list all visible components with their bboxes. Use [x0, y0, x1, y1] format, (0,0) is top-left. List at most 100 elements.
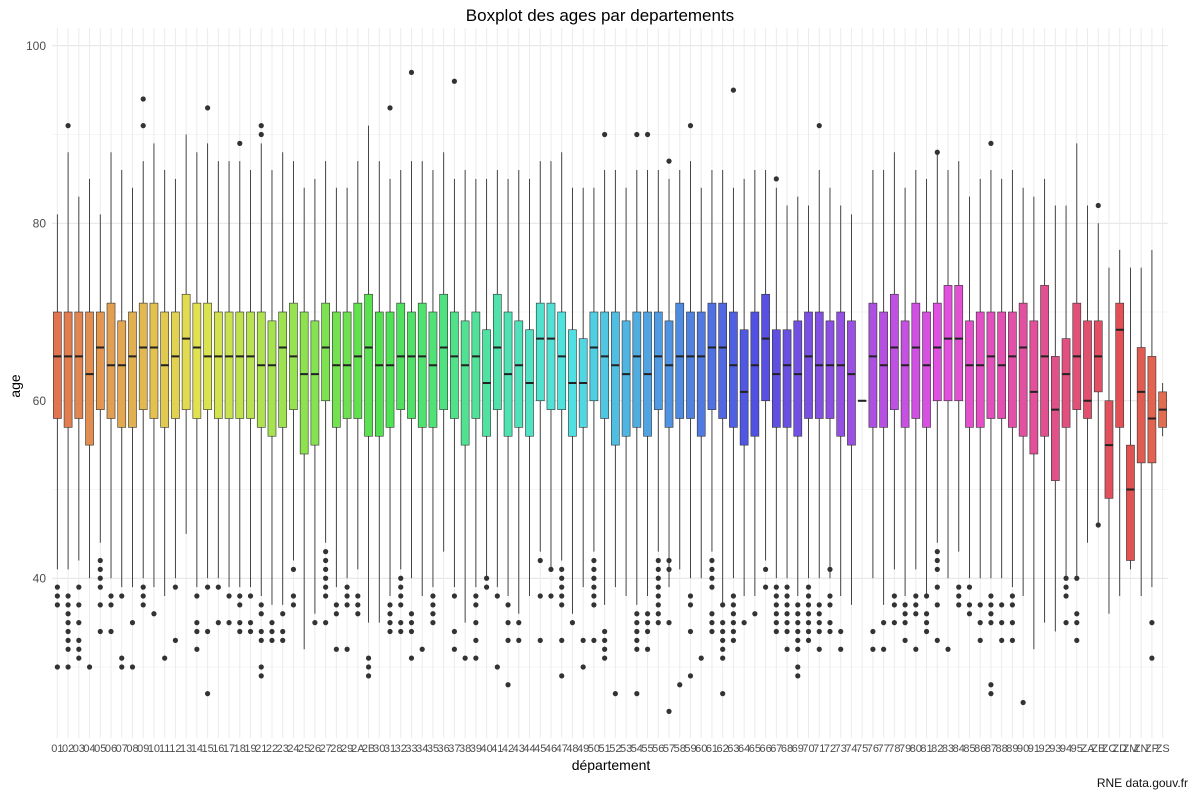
outlier-point: [999, 602, 1005, 608]
outlier-point: [591, 566, 597, 572]
box-14: [192, 152, 202, 652]
box-13: [181, 134, 191, 534]
box-body: [106, 302, 116, 419]
x-tick-label: 33: [405, 743, 417, 755]
box-58: [675, 170, 685, 688]
outlier-point: [1009, 637, 1016, 643]
box-38: [460, 170, 470, 661]
outlier-point: [194, 628, 200, 635]
box-15: [203, 105, 212, 697]
outlier-point: [956, 602, 962, 608]
outlier-point: [76, 602, 82, 608]
outlier-point: [827, 593, 833, 599]
outlier-point: [784, 620, 790, 626]
x-tick-label: 69: [792, 743, 804, 755]
box-body: [332, 311, 341, 428]
outlier-point: [408, 611, 415, 617]
outlier-point: [784, 593, 790, 599]
outlier-point: [505, 637, 511, 643]
outlier-point: [1020, 699, 1026, 706]
box-body: [224, 311, 234, 419]
box-76: [868, 170, 878, 652]
box-body: [675, 302, 685, 419]
outlier-point: [612, 691, 618, 697]
x-tick-label: 29: [341, 743, 353, 755]
box-81: [922, 178, 931, 635]
box-body: [267, 320, 277, 437]
outlier-point: [172, 637, 179, 643]
box-ZA: [1083, 205, 1092, 543]
box-54: [632, 131, 642, 697]
x-tick-label: 95: [1071, 743, 1083, 755]
x-tick-label: ZN: [1134, 743, 1149, 755]
box-body: [256, 311, 266, 428]
outlier-point: [795, 646, 801, 652]
x-tick-label: 88: [996, 743, 1008, 755]
x-tick-label: 27: [320, 743, 332, 755]
x-tick-label: ZM: [1122, 743, 1138, 755]
box-71: [814, 123, 824, 652]
box-87: [986, 140, 996, 697]
box-body: [192, 302, 202, 419]
outlier-point: [1063, 620, 1069, 626]
box-23: [278, 152, 288, 643]
box-56: [653, 170, 663, 626]
box-29: [342, 187, 352, 652]
outlier-point: [655, 602, 661, 608]
box-69: [793, 196, 803, 679]
outlier-point: [537, 637, 543, 643]
box-body: [1115, 302, 1125, 428]
outlier-point: [1149, 655, 1155, 661]
box-body: [149, 302, 159, 419]
x-tick-label: 92: [1038, 743, 1050, 755]
outlier-point: [559, 584, 565, 590]
outlier-point: [258, 628, 264, 635]
box-42: [503, 178, 513, 688]
outlier-point: [913, 646, 919, 652]
outlier-point: [977, 602, 983, 608]
outlier-point: [730, 602, 737, 608]
box-17: [224, 161, 234, 626]
outlier-point: [795, 611, 801, 617]
box-32: [396, 170, 406, 635]
outlier-point: [430, 611, 436, 617]
box-body: [653, 311, 663, 410]
outlier-point: [280, 637, 286, 643]
box-31: [385, 105, 395, 635]
box-body: [1083, 320, 1092, 419]
outlier-point: [805, 593, 812, 599]
x-tick-label: 35: [427, 743, 439, 755]
outlier-point: [76, 637, 82, 643]
outlier-point: [934, 566, 940, 572]
outlier-point: [966, 611, 973, 617]
y-tick-label: 100: [26, 39, 46, 53]
outlier-point: [172, 584, 179, 590]
x-tick-label: 73: [835, 743, 847, 755]
outlier-point: [65, 628, 71, 635]
outlier-point: [408, 69, 415, 75]
box-body: [63, 311, 73, 428]
box-10: [149, 143, 159, 617]
outlier-point: [1095, 522, 1101, 528]
outlier-point: [323, 593, 329, 599]
outlier-point: [269, 628, 275, 635]
box-36: [439, 152, 448, 552]
box-body: [932, 302, 942, 402]
outlier-point: [720, 602, 726, 608]
outlier-point: [988, 140, 994, 146]
outlier-point: [237, 140, 243, 146]
outlier-point: [730, 637, 737, 643]
outlier-point: [784, 584, 790, 590]
outlier-point: [559, 575, 565, 581]
outlier-point: [76, 646, 82, 652]
x-tick-label: 62: [717, 743, 729, 755]
outlier-point: [591, 637, 597, 643]
outlier-point: [655, 566, 661, 572]
outlier-point: [709, 620, 715, 626]
outlier-point: [999, 637, 1005, 643]
box-40: [482, 178, 491, 590]
box-93: [1051, 205, 1060, 632]
outlier-point: [430, 602, 436, 608]
box-67: [772, 176, 781, 635]
